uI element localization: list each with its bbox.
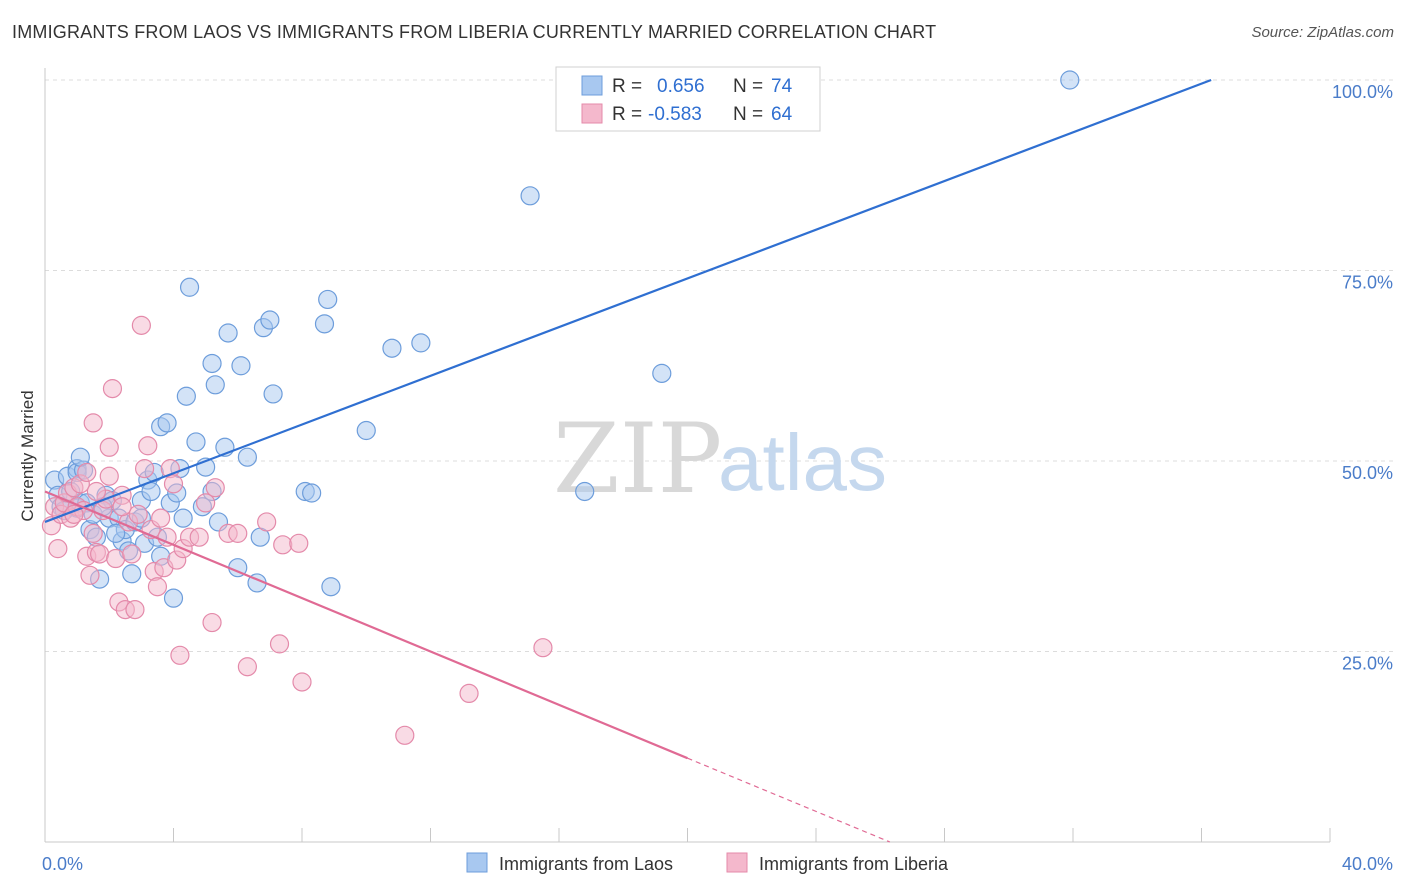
liberia-point-62 [86,481,107,502]
legend-r-value-liberia: -0.583 [648,104,702,125]
liberia-point-63 [112,497,132,517]
liberia-point-22 [102,379,123,399]
laos-point-57 [260,310,280,330]
liberia-point-58 [395,725,415,745]
laos-point-61 [314,314,335,334]
liberia-point-51 [228,523,248,543]
trend-line-laos [44,78,1212,523]
axes [44,68,1331,843]
liberia-point-48 [202,612,222,633]
liberia-point-57 [292,672,312,692]
legend-r-value-laos: 0.656 [657,76,705,97]
laos-point-47 [205,375,225,395]
laos-point-66 [411,333,431,353]
y-tick-label-1: 50.0% [1342,463,1393,483]
liberia-point-32 [134,459,155,479]
laos-point-41 [179,277,200,297]
watermark: ZIP atlas [553,403,887,515]
liberia-point-54 [269,634,290,654]
laos-point-70 [1060,70,1080,90]
source-label: Source: ZipAtlas.com [1251,24,1394,41]
y-tick-label-0: 25.0% [1342,654,1393,674]
liberia-point-21 [99,466,119,486]
laos-point-53 [237,447,257,467]
bottom-legend: Immigrants from Laos Immigrants from Lib… [466,852,949,874]
laos-point-65 [382,338,402,358]
laos-point-63 [321,577,341,597]
liberia-point-37 [151,508,171,528]
series-laos-points [45,70,1080,608]
bottom-legend-label-liberia: Immigrants from Liberia [759,854,949,874]
laos-point-60 [302,483,322,503]
liberia-point-47 [196,493,216,513]
liberia-point-30 [128,504,148,524]
liberia-point-46 [189,527,209,547]
laos-point-23 [122,564,142,584]
legend-box: R = 0.656 N = 74 R = -0.583 N = 64 [555,66,821,132]
trend-line-liberia-extension [687,757,891,843]
bottom-legend-swatch-liberia [726,852,748,873]
laos-point-73 [106,523,126,543]
liberia-point-49 [205,478,225,498]
legend-swatch-liberia [581,103,603,124]
laos-point-62 [318,289,338,310]
liberia-point-2 [48,539,68,559]
liberia-point-13 [80,565,100,585]
liberia-point-31 [131,315,151,335]
laos-point-68 [575,481,595,502]
legend-n-label-laos: N = [733,76,763,97]
laos-point-50 [218,323,238,343]
y-tick-label-3: 100.0% [1332,82,1393,102]
legend-swatch-laos [581,75,603,96]
y-axis-label: Currently Married [18,390,37,521]
liberia-point-43 [170,645,190,665]
liberia-point-39 [157,527,177,547]
bottom-legend-label-laos: Immigrants from Laos [499,854,673,874]
legend-r-label-liberia: R = [612,104,642,125]
liberia-point-20 [99,437,119,457]
laos-point-58 [263,384,283,404]
liberia-point-56 [289,533,309,553]
watermark-atlas: atlas [718,418,887,507]
liberia-point-14 [83,523,103,543]
liberia-point-11 [77,462,97,483]
liberia-point-52 [237,657,257,677]
legend-n-label-liberia: N = [733,104,763,125]
liberia-point-36 [147,577,168,597]
legend-n-value-liberia: 64 [771,104,793,125]
series-liberia-points [41,315,553,745]
liberia-point-60 [533,638,553,658]
laos-point-42 [186,432,206,452]
laos-point-36 [163,588,184,608]
liberia-point-41 [163,474,184,494]
liberia-point-28 [122,544,142,564]
laos-point-67 [520,186,540,206]
liberia-point-23 [106,548,126,569]
laos-point-39 [173,508,193,528]
liberia-point-55 [273,535,293,555]
laos-point-52 [231,356,251,376]
bottom-legend-swatch-laos [466,852,488,873]
liberia-point-59 [459,683,479,704]
trend-lines [44,78,1212,843]
y-tick-label-2: 75.0% [1342,273,1393,293]
liberia-point-29 [125,599,145,620]
laos-point-40 [176,386,196,406]
laos-point-46 [202,353,222,374]
y-tick-labels: 25.0% 50.0% 75.0% 100.0% [1332,82,1393,674]
laos-point-34 [157,413,177,433]
liberia-point-53 [257,512,277,532]
legend-n-value-laos: 74 [771,76,793,97]
x-tick-label-min: 0.0% [42,854,83,874]
x-tick-label-max: 40.0% [1342,854,1393,874]
liberia-point-33 [138,436,158,456]
liberia-point-17 [90,544,110,564]
chart-title: IMMIGRANTS FROM LAOS VS IMMIGRANTS FROM … [12,22,937,42]
legend-r-label-laos: R = [612,76,642,97]
laos-point-64 [356,420,376,441]
trend-line-liberia [44,490,688,760]
liberia-point-15 [83,413,103,433]
laos-point-69 [652,363,672,383]
